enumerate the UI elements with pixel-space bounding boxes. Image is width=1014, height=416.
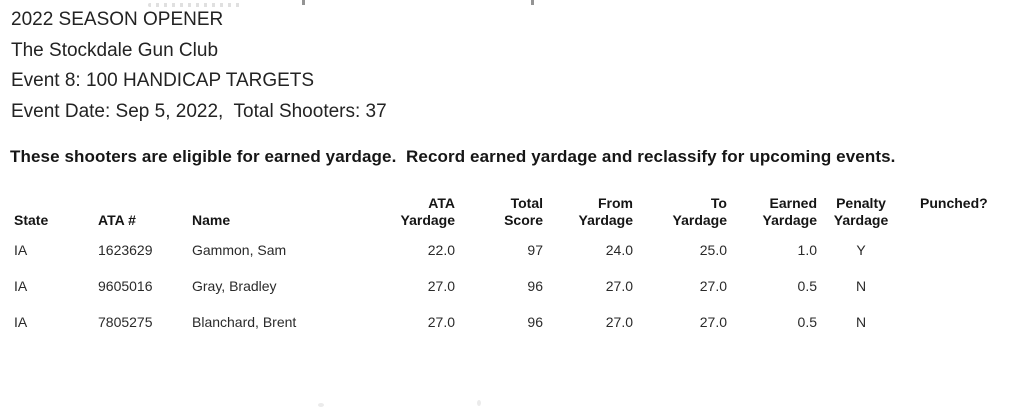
cell-total-score: 96 bbox=[527, 314, 543, 330]
cell-earned-yardage: 1.0 bbox=[797, 242, 817, 258]
cell-to-yardage: 25.0 bbox=[699, 242, 727, 258]
document-header: 2022 SEASON OPENER The Stockdale Gun Clu… bbox=[11, 5, 387, 127]
cell-earned-yardage: 0.5 bbox=[797, 278, 817, 294]
event-date-and-shooters: Event Date: Sep 5, 2022, Total Shooters:… bbox=[11, 100, 387, 122]
cell-state: IA bbox=[14, 314, 28, 330]
col-header-ata-yardage: ATA Yardage bbox=[400, 195, 455, 228]
cell-penalty-yardage: N bbox=[855, 314, 867, 330]
cell-to-yardage: 27.0 bbox=[699, 314, 727, 330]
cell-from-yardage: 27.0 bbox=[605, 278, 633, 294]
table-header-row: State ATA # Name ATA Yardage Total Score bbox=[12, 194, 1002, 232]
scan-artifact-smudge bbox=[477, 400, 481, 406]
cell-ata-number: 7805275 bbox=[98, 314, 153, 330]
col-header-total-score: Total Score bbox=[504, 195, 543, 228]
col-header-earned-yardage: Earned Yardage bbox=[762, 195, 817, 228]
cell-earned-yardage: 0.5 bbox=[797, 314, 817, 330]
cell-name: Blanchard, Brent bbox=[192, 314, 297, 330]
col-header-name: Name bbox=[192, 212, 231, 228]
cell-to-yardage: 27.0 bbox=[699, 278, 727, 294]
cell-from-yardage: 27.0 bbox=[605, 314, 633, 330]
earned-yardage-notice: These shooters are eligible for earned y… bbox=[10, 147, 896, 166]
cell-penalty-yardage: Y bbox=[856, 242, 866, 258]
cell-ata-yardage: 27.0 bbox=[427, 278, 455, 294]
cell-ata-yardage: 22.0 bbox=[427, 242, 455, 258]
col-header-punched: Punched? bbox=[920, 195, 988, 211]
col-header-state: State bbox=[14, 212, 49, 228]
scan-artifact-tick bbox=[531, 0, 534, 5]
cell-punched bbox=[903, 268, 1002, 304]
earned-yardage-table: State ATA # Name ATA Yardage Total Score bbox=[12, 194, 1002, 340]
col-header-penalty-yardage: Penalty Yardage bbox=[833, 195, 889, 228]
cell-ata-number: 9605016 bbox=[98, 278, 153, 294]
cell-total-score: 97 bbox=[527, 242, 543, 258]
cell-punched bbox=[903, 232, 1002, 268]
col-header-from-yardage: From Yardage bbox=[578, 195, 633, 228]
cell-ata-yardage: 27.0 bbox=[427, 314, 455, 330]
col-header-to-yardage: To Yardage bbox=[672, 195, 727, 228]
col-header-ata-number: ATA # bbox=[98, 212, 136, 228]
cell-from-yardage: 24.0 bbox=[605, 242, 633, 258]
cell-state: IA bbox=[14, 242, 28, 258]
table-row: IA 7805275 Blanchard, Brent 27.0 96 27.0… bbox=[12, 304, 1002, 340]
scan-artifact-smudge bbox=[318, 403, 324, 407]
cell-name: Gammon, Sam bbox=[192, 242, 287, 258]
event-name: Event 8: 100 HANDICAP TARGETS bbox=[11, 70, 315, 91]
cell-name: Gray, Bradley bbox=[192, 278, 277, 294]
cell-ata-number: 1623629 bbox=[98, 242, 153, 258]
cell-state: IA bbox=[14, 278, 28, 294]
cell-total-score: 96 bbox=[527, 278, 543, 294]
table-row: IA 9605016 Gray, Bradley 27.0 96 27.0 27… bbox=[12, 268, 1002, 304]
cell-penalty-yardage: N bbox=[855, 278, 867, 294]
table-row: IA 1623629 Gammon, Sam 22.0 97 24.0 25.0… bbox=[12, 232, 1002, 268]
cell-punched bbox=[903, 304, 1002, 340]
club-name: The Stockdale Gun Club bbox=[11, 39, 219, 61]
event-title: 2022 SEASON OPENER bbox=[11, 9, 224, 30]
